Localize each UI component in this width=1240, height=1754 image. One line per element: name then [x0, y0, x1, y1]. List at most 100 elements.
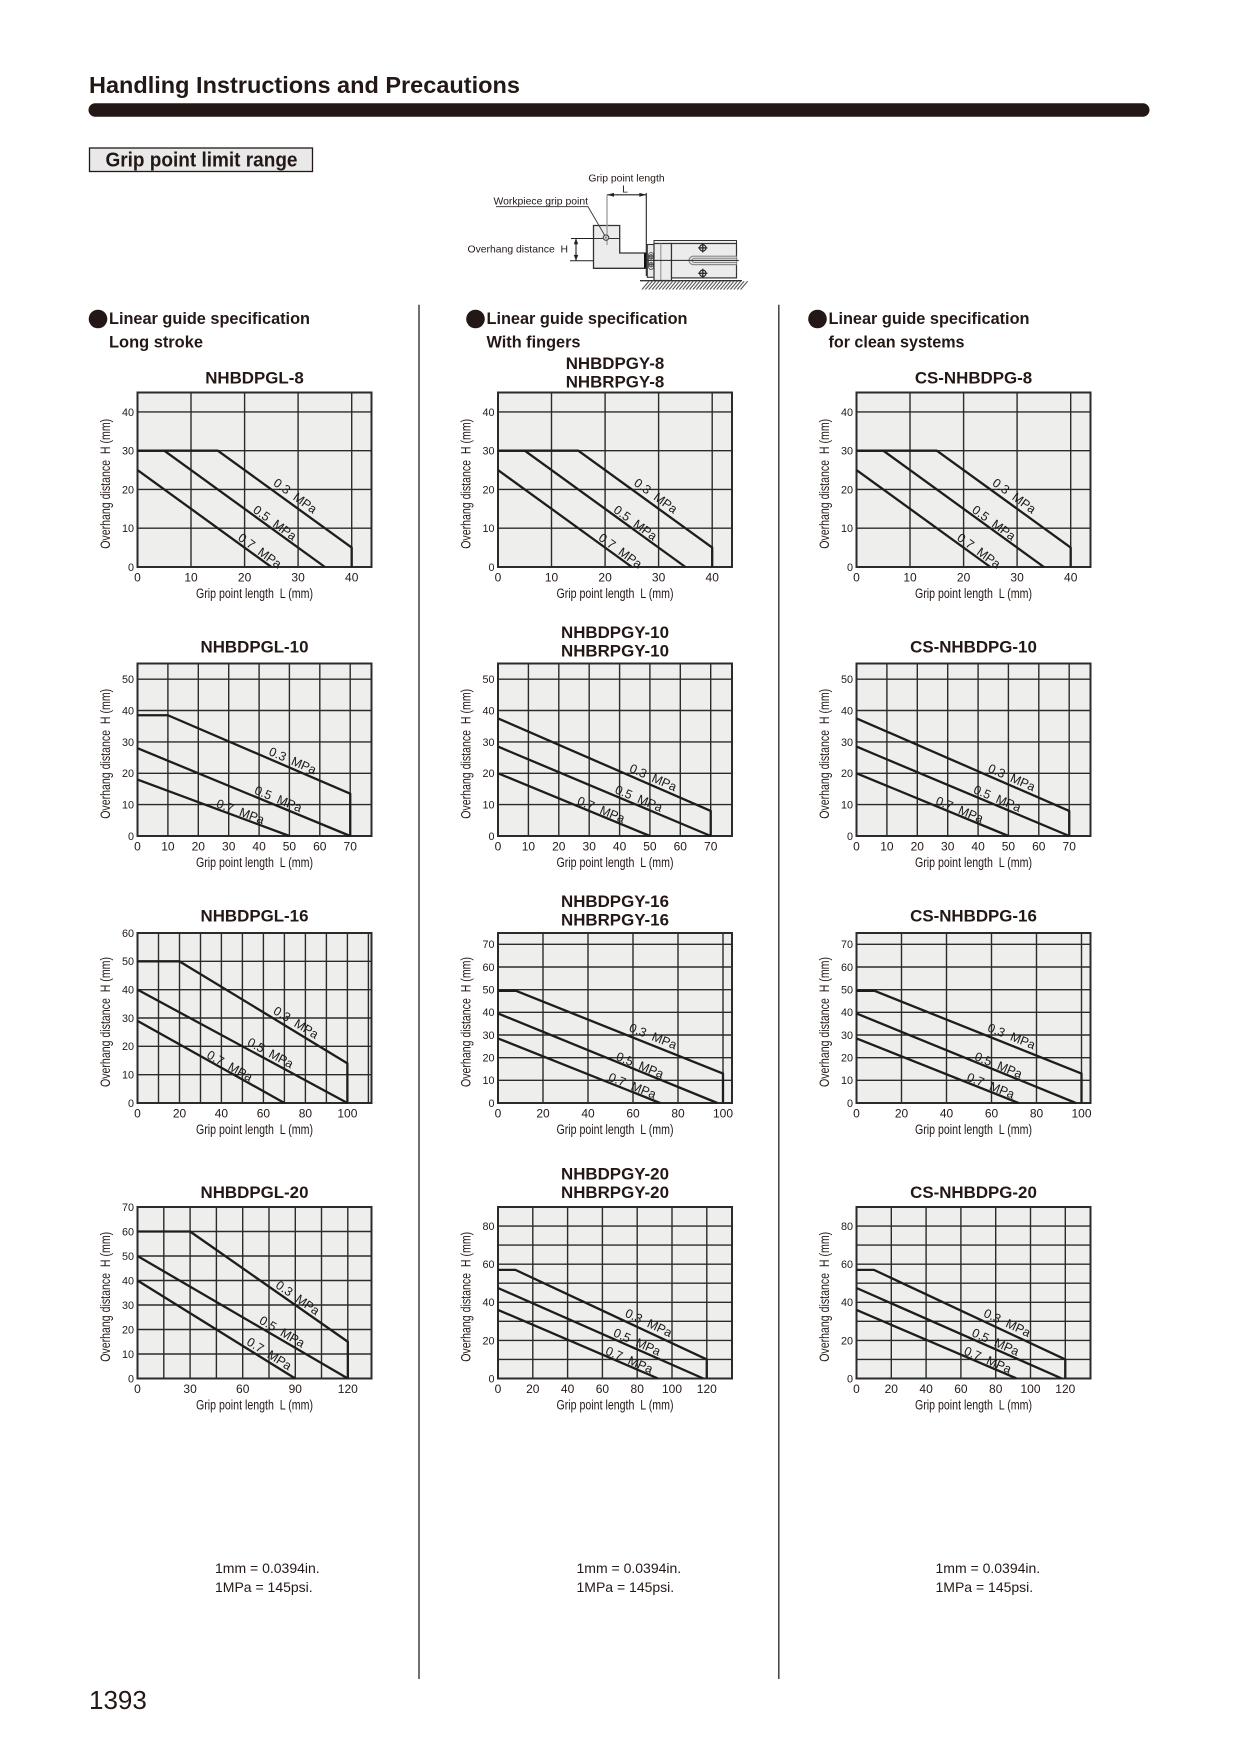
svg-text:Overhang distance H (mm): Overhang distance H (mm): [817, 1232, 832, 1362]
svg-text:100: 100: [662, 1382, 682, 1396]
svg-text:L: L: [622, 185, 628, 196]
svg-text:30: 30: [291, 570, 305, 584]
svg-text:20: 20: [841, 1335, 853, 1347]
svg-text:60: 60: [626, 1106, 640, 1120]
svg-text:20: 20: [482, 484, 494, 496]
svg-text:0: 0: [847, 1373, 853, 1385]
svg-text:20: 20: [841, 1053, 853, 1065]
svg-text:Grip point length L (mm): Grip point length L (mm): [557, 855, 674, 870]
svg-text:40: 40: [122, 985, 134, 997]
svg-text:20: 20: [122, 768, 134, 780]
svg-text:60: 60: [482, 962, 494, 974]
svg-text:Overhang distance H (mm): Overhang distance H (mm): [817, 957, 832, 1087]
svg-text:Grip point length: Grip point length: [588, 174, 664, 185]
svg-text:10: 10: [482, 1075, 494, 1087]
svg-text:NHBDPGL-16: NHBDPGL-16: [201, 907, 309, 926]
svg-text:Overhang distance H (mm): Overhang distance H (mm): [459, 1232, 474, 1362]
svg-text:Grip point length L (mm): Grip point length L (mm): [915, 855, 1032, 870]
svg-text:40: 40: [940, 1106, 954, 1120]
svg-text:30: 30: [222, 839, 236, 853]
svg-text:1mm = 0.0394in.: 1mm = 0.0394in.: [936, 1560, 1041, 1576]
svg-text:100: 100: [713, 1106, 733, 1120]
svg-text:50: 50: [482, 674, 494, 686]
svg-text:0: 0: [134, 1382, 141, 1396]
svg-text:0: 0: [853, 1106, 860, 1120]
svg-text:60: 60: [674, 839, 688, 853]
svg-text:0: 0: [495, 1106, 502, 1120]
svg-text:Grip point length L (mm): Grip point length L (mm): [196, 855, 313, 870]
svg-text:Grip point length L (mm): Grip point length L (mm): [915, 586, 1032, 601]
svg-text:0: 0: [134, 570, 141, 584]
svg-text:NHBDPGL-20: NHBDPGL-20: [201, 1183, 309, 1202]
svg-text:20: 20: [885, 1382, 899, 1396]
svg-text:Grip point length L (mm): Grip point length L (mm): [557, 1398, 674, 1413]
svg-text:Long stroke: Long stroke: [109, 333, 203, 352]
svg-text:40: 40: [841, 407, 853, 419]
svg-text:0: 0: [847, 1098, 853, 1110]
svg-text:40: 40: [215, 1106, 229, 1120]
svg-text:Overhang distance H: Overhang distance H: [468, 245, 569, 256]
svg-text:0: 0: [128, 831, 134, 843]
svg-text:10: 10: [122, 800, 134, 812]
svg-text:30: 30: [1010, 570, 1024, 584]
svg-text:NHBDPGL-10: NHBDPGL-10: [201, 638, 309, 657]
svg-text:CS-NHBDPG-20: CS-NHBDPG-20: [910, 1183, 1037, 1202]
svg-text:40: 40: [345, 570, 359, 584]
svg-text:10: 10: [482, 523, 494, 535]
svg-text:0: 0: [495, 839, 502, 853]
svg-text:40: 40: [706, 570, 720, 584]
svg-text:100: 100: [337, 1106, 357, 1120]
svg-text:40: 40: [841, 1007, 853, 1019]
svg-text:20: 20: [526, 1382, 540, 1396]
svg-text:NHBDPGY-10: NHBDPGY-10: [561, 623, 669, 642]
svg-text:10: 10: [161, 839, 175, 853]
svg-text:40: 40: [561, 1382, 575, 1396]
svg-text:80: 80: [299, 1106, 313, 1120]
svg-text:20: 20: [841, 768, 853, 780]
svg-text:NHBRPGY-8: NHBRPGY-8: [566, 373, 665, 392]
svg-text:Linear guide specification: Linear guide specification: [487, 309, 688, 328]
svg-text:80: 80: [989, 1382, 1003, 1396]
svg-text:30: 30: [482, 1030, 494, 1042]
svg-text:80: 80: [482, 1221, 494, 1233]
svg-text:50: 50: [482, 985, 494, 997]
svg-text:50: 50: [122, 956, 134, 968]
svg-text:0: 0: [853, 839, 860, 853]
svg-text:30: 30: [841, 446, 853, 458]
svg-text:30: 30: [841, 1030, 853, 1042]
svg-text:40: 40: [482, 407, 494, 419]
svg-text:10: 10: [545, 570, 559, 584]
svg-text:0: 0: [128, 1373, 134, 1385]
svg-text:40: 40: [841, 1297, 853, 1309]
svg-text:10: 10: [482, 800, 494, 812]
svg-text:20: 20: [192, 839, 206, 853]
svg-text:0: 0: [495, 1382, 502, 1396]
svg-text:20: 20: [238, 570, 252, 584]
svg-text:Overhang distance H (mm): Overhang distance H (mm): [98, 1232, 113, 1362]
svg-text:Overhang distance H (mm): Overhang distance H (mm): [98, 689, 113, 819]
svg-text:10: 10: [522, 839, 536, 853]
svg-text:0: 0: [128, 1098, 134, 1110]
svg-text:30: 30: [122, 737, 134, 749]
svg-text:40: 40: [613, 839, 627, 853]
svg-text:1mm = 0.0394in.: 1mm = 0.0394in.: [215, 1560, 320, 1576]
svg-text:40: 40: [971, 839, 985, 853]
svg-text:1mm = 0.0394in.: 1mm = 0.0394in.: [577, 1560, 682, 1576]
svg-text:60: 60: [482, 1259, 494, 1271]
svg-text:20: 20: [482, 1335, 494, 1347]
svg-text:1MPa = 145psi.: 1MPa = 145psi.: [936, 1579, 1034, 1595]
svg-text:Overhang distance H (mm): Overhang distance H (mm): [459, 689, 474, 819]
svg-text:20: 20: [482, 1053, 494, 1065]
svg-text:70: 70: [122, 1202, 134, 1214]
svg-text:30: 30: [482, 737, 494, 749]
svg-text:60: 60: [841, 962, 853, 974]
svg-text:70: 70: [704, 839, 718, 853]
svg-text:10: 10: [880, 839, 894, 853]
svg-text:40: 40: [841, 705, 853, 717]
svg-text:30: 30: [652, 570, 666, 584]
svg-text:Linear guide specification: Linear guide specification: [109, 309, 310, 328]
svg-text:Grip point length L (mm): Grip point length L (mm): [557, 586, 674, 601]
svg-text:70: 70: [1063, 839, 1077, 853]
svg-text:Grip point length L (mm): Grip point length L (mm): [196, 1398, 313, 1413]
svg-text:60: 60: [257, 1106, 271, 1120]
